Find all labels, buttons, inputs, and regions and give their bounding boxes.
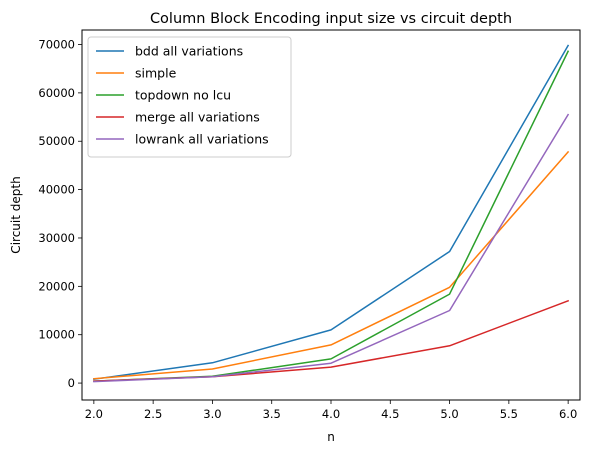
y-tick-label-1: 10000 [38, 328, 75, 342]
series-line-1 [93, 150, 570, 380]
plot-area [81, 29, 581, 401]
legend-box [87, 36, 292, 158]
x-tick-label-3: 3.5 [263, 407, 281, 421]
x-axis-label: n [327, 430, 335, 444]
y-tick-label-6: 60000 [38, 86, 75, 100]
legend-label-3: merge all variations [135, 110, 260, 125]
y-tick-label-0: 0 [68, 376, 75, 390]
x-tick-label-8: 6.0 [559, 407, 577, 421]
series-line-0 [93, 44, 570, 381]
chart-title: Column Block Encoding input size vs circ… [150, 11, 512, 27]
legend-label-4: lowrank all variations [135, 132, 269, 147]
legend-label-1: simple [135, 66, 177, 81]
y-axis: 0 10000 20000 30000 40000 50000 60000 70000 [38, 38, 82, 390]
x-tick-label-0: 2.0 [85, 407, 103, 421]
y-tick-label-3: 30000 [38, 231, 75, 245]
x-tick-label-7: 5.5 [500, 407, 518, 421]
y-tick-label-7: 70000 [38, 38, 75, 52]
x-tick-label-2: 3.0 [203, 407, 221, 421]
x-axis: 2.0 2.5 3.0 3.5 4.0 4.5 5.0 5.5 6.0 [85, 400, 577, 421]
legend-label-0: bdd all variations [135, 44, 243, 59]
series-layer [93, 44, 570, 383]
y-tick-label-2: 20000 [38, 279, 75, 293]
legend: bdd all variations simple topdown no lcu me… [87, 36, 292, 158]
y-tick-label-4: 40000 [38, 183, 75, 197]
x-tick-label-6: 5.0 [440, 407, 458, 421]
x-tick-label-4: 4.0 [322, 407, 340, 421]
x-tick-label-5: 4.5 [381, 407, 399, 421]
series-line-4 [93, 113, 570, 383]
legend-label-2: topdown no lcu [135, 88, 231, 103]
y-axis-label: Circuit depth [9, 176, 23, 253]
y-tick-label-5: 50000 [38, 134, 75, 148]
x-tick-label-1: 2.5 [144, 407, 162, 421]
